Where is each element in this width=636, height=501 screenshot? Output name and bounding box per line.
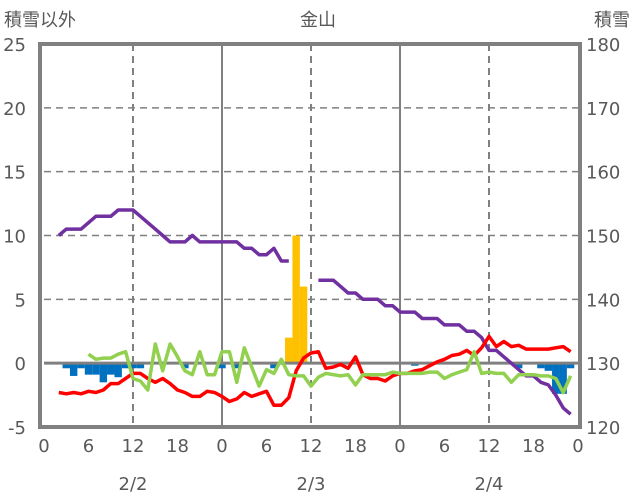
snow-change-bar	[537, 363, 545, 369]
left-axis-title: 積雪以外	[4, 10, 76, 31]
snow-change-bar	[77, 363, 85, 369]
snow-change-bar	[218, 363, 226, 369]
snowfall-bar	[285, 337, 293, 364]
y-left-tick-label: 25	[3, 35, 26, 56]
y-right-tick-label: 160	[586, 163, 620, 184]
x-tick-label: 6	[83, 436, 94, 457]
snow-change-bar	[99, 363, 108, 383]
y-left-tick-label: -5	[8, 418, 26, 439]
x-tick-label: 6	[439, 436, 450, 457]
snow-change-bar	[136, 363, 145, 369]
y-left-tick-label: 10	[3, 227, 26, 248]
snow-change-bar	[544, 363, 553, 371]
date-label: 2/3	[297, 474, 326, 495]
x-tick-label: 0	[216, 436, 227, 457]
snow-change-bar	[181, 363, 189, 369]
x-tick-label: 12	[478, 436, 501, 457]
x-tick-label: 0	[572, 436, 583, 457]
x-tick-label: 0	[38, 436, 49, 457]
plot-frame	[38, 42, 582, 429]
snow-change-bar	[566, 363, 575, 369]
y-left-tick-label: 15	[3, 163, 26, 184]
snow-change-bar	[92, 363, 100, 375]
y-left-tick-label: 20	[3, 99, 26, 120]
y-right-tick-label: 180	[586, 35, 620, 56]
snow-change-bar	[84, 363, 93, 375]
date-label: 2/2	[119, 474, 148, 495]
date-label: 2/4	[475, 474, 504, 495]
y-left-tick-label: 0	[15, 354, 26, 375]
right-axis-title: 積雪	[594, 10, 630, 31]
y-left-tick-label: 5	[15, 290, 26, 311]
snow-change-bar	[121, 363, 130, 369]
snow-change-bar	[62, 363, 70, 369]
x-tick-label: 18	[344, 436, 367, 457]
snow-change-bar	[559, 363, 567, 394]
y-right-tick-label: 150	[586, 227, 620, 248]
snowfall-bar	[299, 286, 308, 364]
temperature-line	[58, 334, 572, 408]
snow-change-bar	[114, 363, 122, 378]
snow-change-bar	[270, 363, 278, 369]
y-right-tick-label: 140	[586, 290, 620, 311]
x-tick-label: 18	[166, 436, 189, 457]
snow-change-bar	[69, 363, 78, 376]
snow-change-bar	[514, 363, 523, 369]
x-tick-label: 6	[261, 436, 272, 457]
snow-change-bar	[129, 363, 137, 369]
x-tick-label: 12	[122, 436, 145, 457]
x-tick-label: 0	[394, 436, 405, 457]
snow-change-bar	[233, 363, 241, 369]
snow-change-bar	[107, 363, 115, 375]
y-right-tick-label: 130	[586, 354, 620, 375]
snowfall-bar	[292, 235, 300, 364]
x-tick-label: 18	[522, 436, 545, 457]
y-right-tick-label: 120	[586, 418, 620, 439]
y-right-tick-label: 170	[586, 99, 620, 120]
green-series-line	[87, 342, 573, 395]
chart-title: 金山	[300, 10, 336, 31]
x-tick-label: 12	[300, 436, 323, 457]
